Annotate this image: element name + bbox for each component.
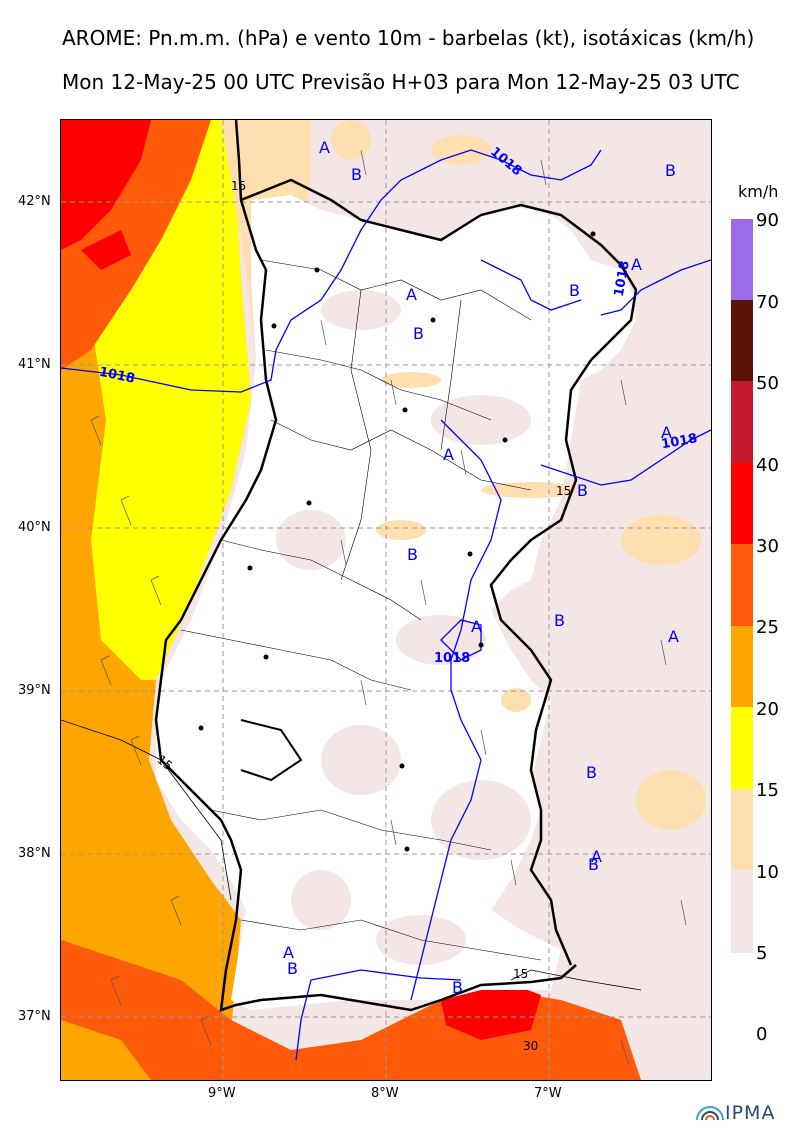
high-pressure-marker: A: [668, 627, 679, 646]
colorbar-segment: [731, 381, 753, 463]
low-pressure-marker: B: [413, 324, 424, 343]
ipma-logo: IPMA: [695, 1102, 775, 1124]
isotach-label: 15: [231, 179, 246, 193]
colorbar-tick: 40: [756, 455, 779, 476]
national-border: [240, 178, 638, 966]
isotach-lines: [61, 719, 642, 991]
colorbar-segment: [731, 219, 753, 300]
colorbar-tick: 5: [756, 943, 768, 964]
lat-label: 42°N: [18, 194, 51, 209]
logo-text: IPMA: [725, 1102, 776, 1124]
lon-label: 9°W: [208, 1086, 236, 1101]
district-boundaries: [180, 259, 542, 961]
low-pressure-marker: B: [554, 611, 565, 630]
low-pressure-marker: B: [588, 855, 599, 874]
lat-label: 40°N: [18, 520, 51, 535]
high-pressure-marker: A: [661, 423, 672, 442]
colorbar-tick: 15: [756, 780, 779, 801]
colorbar-tick: 90: [756, 210, 779, 231]
isobar-label: 1018: [612, 260, 633, 298]
high-pressure-marker: A: [631, 255, 642, 274]
colorbar-segment: [731, 300, 753, 381]
high-pressure-marker: A: [319, 138, 330, 157]
colorbar-tick: 0: [756, 1024, 768, 1045]
lat-label: 39°N: [18, 683, 51, 698]
isobar-label: 1018: [98, 365, 137, 387]
map-title: AROME: Pn.m.m. (hPa) e vento 10m - barbe…: [62, 26, 755, 50]
lat-lon-grid: [61, 120, 711, 1080]
lat-label: 37°N: [18, 1009, 51, 1024]
coastline: [154, 120, 577, 1012]
low-pressure-marker: B: [351, 165, 362, 184]
low-pressure-marker: B: [586, 763, 597, 782]
wind-25-30-south: [61, 940, 641, 1080]
isobar-label: 1018: [660, 431, 698, 452]
map-canvas: 1018 1018 1018 1018 1018 15 15 15 15 30 …: [61, 120, 711, 1080]
wind-30-40-south: [441, 980, 541, 1040]
colorbar-tick: 10: [756, 862, 779, 883]
lat-label: 38°N: [18, 846, 51, 861]
lon-label: 8°W: [371, 1086, 399, 1101]
colorbar-segment: [731, 789, 753, 870]
high-pressure-marker: A: [406, 285, 417, 304]
colorbar-tick: 50: [756, 373, 779, 394]
lat-label: 41°N: [18, 357, 51, 372]
high-pressure-marker: A: [283, 943, 294, 962]
colorbar-unit: km/h: [738, 182, 779, 201]
colorbar-segment: [731, 544, 753, 626]
colorbar-segment: [731, 707, 753, 789]
high-pressure-marker: A: [443, 445, 454, 464]
colorbar: [731, 219, 753, 953]
colorbar-segment: [731, 870, 753, 953]
colorbar-segment: [731, 626, 753, 707]
colorbar-tick: 30: [756, 536, 779, 557]
forecast-time-subtitle: Mon 12-May-25 00 UTC Previsão H+03 para …: [62, 70, 740, 94]
ipma-logo-icon: [696, 1106, 724, 1121]
lon-label: 7°W: [534, 1086, 562, 1101]
high-pressure-marker: A: [471, 617, 482, 636]
isobar-label: 1018: [434, 651, 470, 666]
low-pressure-marker: B: [665, 161, 676, 180]
high-pressure-marker: A: [591, 847, 602, 866]
low-pressure-marker: B: [287, 959, 298, 978]
isotach-label: 30: [523, 1039, 538, 1053]
wind-5-10-patches: [276, 290, 531, 965]
colorbar-tick: 25: [756, 617, 779, 638]
isobar-lines: [61, 149, 711, 1061]
colorbar-tick: 70: [756, 292, 779, 313]
colorbar-segment: [731, 463, 753, 544]
colorbar-tick: 20: [756, 699, 779, 720]
wind-barbs: [90, 149, 687, 1066]
isobar-labels: 1018 1018 1018 1018 1018: [98, 144, 699, 666]
forecast-map: 1018 1018 1018 1018 1018 15 15 15 15 30 …: [60, 119, 712, 1081]
low-pressure-marker: B: [407, 545, 418, 564]
low-pressure-marker: B: [569, 281, 580, 300]
low-pressure-marker: B: [577, 481, 588, 500]
pressure-centers: A A A A A A A A A B B B B B B B B B B B: [283, 138, 679, 997]
low-pressure-marker: B: [452, 978, 463, 997]
city-markers: [198, 231, 596, 852]
isotach-label: 15: [556, 484, 571, 498]
isotach-label: 15: [513, 967, 528, 981]
isotach-labels: 15 15 15 15 30: [154, 179, 571, 1053]
wind-30-40-north: [61, 120, 151, 250]
